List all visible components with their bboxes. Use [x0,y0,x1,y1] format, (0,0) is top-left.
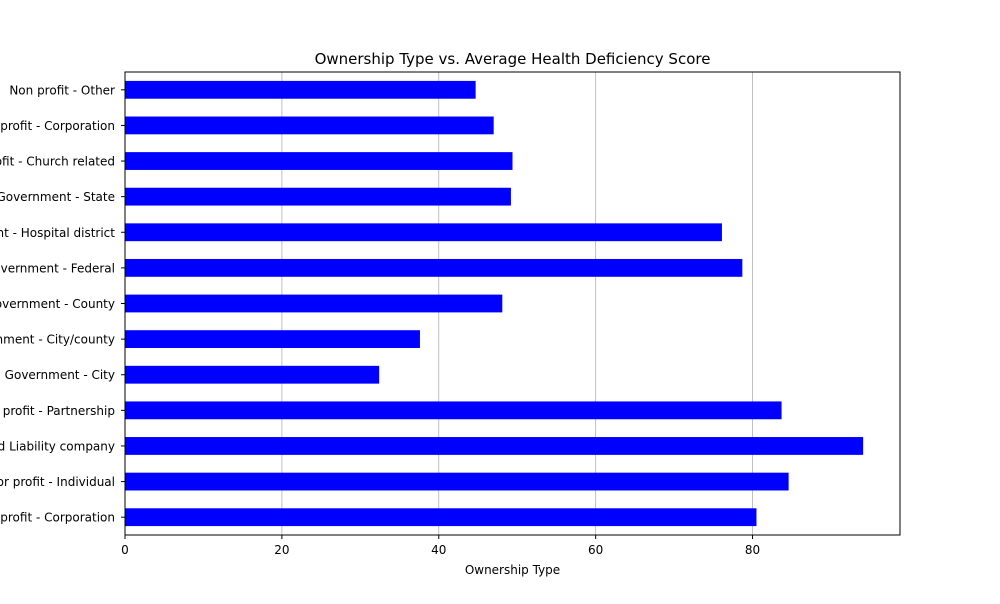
y-tick-label: Government - Hospital district [0,226,115,240]
bar [125,294,503,313]
y-axis: For profit - Corporation For profit - Ind… [0,83,125,525]
x-tick-label: 40 [431,543,446,557]
x-tick-label: 60 [588,543,603,557]
bar [125,116,494,135]
y-tick-label: Non profit - Other [9,83,115,97]
bar [125,472,789,491]
y-tick-label: Non profit - Corporation [0,119,115,133]
y-tick-label: For profit - Corporation [0,511,115,525]
bar [125,80,476,99]
bar [125,401,782,420]
y-tick-label: Government - County [0,297,115,311]
bar [125,508,757,527]
y-tick-label: Government - Federal [0,261,115,275]
bar [125,258,743,277]
x-tick-label: 80 [745,543,760,557]
y-tick-label: For profit - Partnership [0,404,115,418]
x-tick-label: 0 [121,543,129,557]
bar [125,365,380,384]
y-tick-label: Government - City [5,368,115,382]
bar [125,437,864,455]
y-tick-label: Government - State [0,190,115,204]
x-axis: 0 20 40 60 80 [121,535,760,557]
y-tick-label: For profit - Limited Liability company [0,439,115,453]
bars [125,80,864,527]
bar [125,152,513,170]
x-axis-label: Ownership Type [465,563,560,577]
chart-title: Ownership Type vs. Average Health Defici… [315,50,711,68]
y-tick-label: Government - City/county [0,333,115,347]
y-tick-label: Non profit - Church related [0,155,115,169]
bar [125,223,722,242]
bar [125,187,511,206]
bar [125,330,420,349]
y-tick-label: For profit - Individual [0,475,115,489]
x-tick-label: 20 [274,543,289,557]
